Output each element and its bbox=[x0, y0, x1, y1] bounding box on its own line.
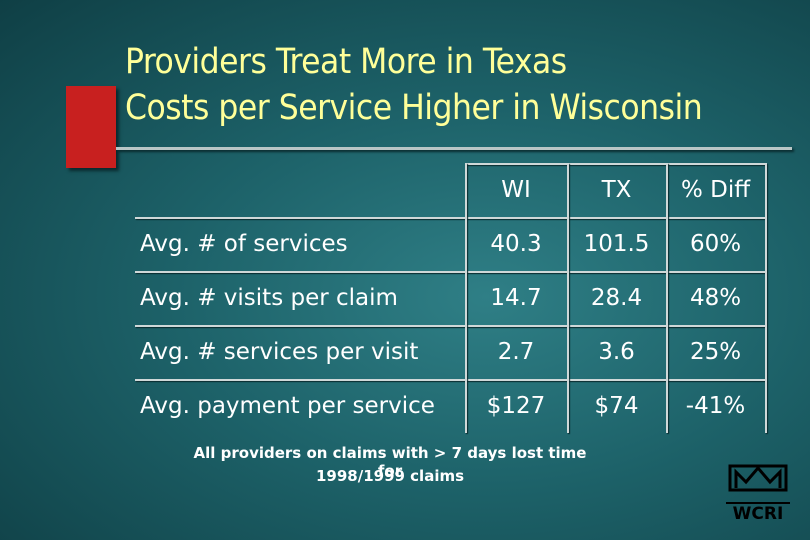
logo: WCRI bbox=[726, 458, 790, 524]
table-value: $74 bbox=[594, 393, 639, 419]
table-value: 48% bbox=[689, 285, 742, 311]
red-block bbox=[66, 86, 116, 168]
row-label: Avg. # of services bbox=[140, 231, 348, 257]
logo-label: WCRI bbox=[726, 502, 790, 524]
table-value: 3.6 bbox=[598, 339, 635, 365]
title-line: Costs per Service Higher in Wisconsin bbox=[125, 88, 703, 128]
table-value: $127 bbox=[486, 393, 546, 419]
table-value: 28.4 bbox=[590, 285, 643, 311]
table-value: 60% bbox=[689, 231, 742, 257]
column-rule bbox=[567, 163, 569, 433]
row-rule bbox=[465, 163, 765, 165]
table-value: 25% bbox=[689, 339, 742, 365]
table-value: 40.3 bbox=[490, 231, 542, 257]
table-value: 2.7 bbox=[497, 339, 535, 365]
row-rule bbox=[135, 217, 765, 219]
column-rule bbox=[465, 163, 467, 433]
column-header: WI bbox=[501, 177, 531, 203]
footnote: 1998/1999 claims bbox=[315, 467, 465, 485]
column-header: % Diff bbox=[680, 177, 751, 203]
row-rule bbox=[135, 379, 765, 381]
column-rule bbox=[666, 163, 668, 433]
title-rule bbox=[116, 147, 792, 150]
table-value: -41% bbox=[685, 393, 746, 419]
row-label: Avg. # services per visit bbox=[140, 339, 419, 365]
row-label: Avg. payment per service bbox=[140, 393, 435, 419]
table-value: 14.7 bbox=[490, 285, 542, 311]
title-line: Providers Treat More in Texas bbox=[125, 42, 567, 82]
row-rule bbox=[135, 271, 765, 273]
footnote: All providers on claims with > 7 days lo… bbox=[193, 444, 587, 480]
row-label: Avg. # visits per claim bbox=[140, 285, 398, 311]
column-header: TX bbox=[601, 177, 632, 203]
row-rule bbox=[135, 325, 765, 327]
column-rule bbox=[765, 163, 767, 433]
table-value: 101.5 bbox=[583, 231, 650, 257]
logo-mark bbox=[728, 464, 788, 492]
